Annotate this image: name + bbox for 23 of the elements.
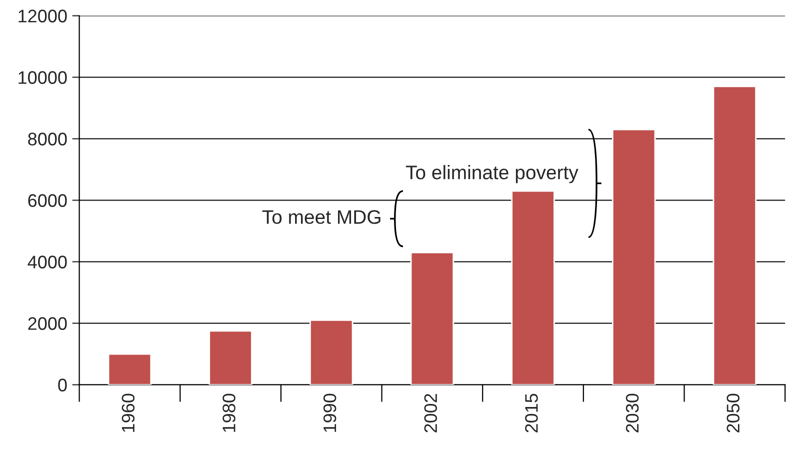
y-tick-label: 8000 xyxy=(28,132,67,146)
bar xyxy=(208,330,252,385)
x-tick-label: 2050 xyxy=(726,394,740,432)
bar xyxy=(108,353,152,385)
y-tick-label: 0 xyxy=(58,378,67,392)
bar xyxy=(309,319,354,385)
bar xyxy=(712,86,757,385)
annotation: To meet MDG xyxy=(262,210,380,224)
y-tick-label: 10000 xyxy=(18,71,67,84)
bar xyxy=(612,128,656,385)
x-tick-label: 1960 xyxy=(122,394,135,432)
y-tick-label: 2000 xyxy=(28,317,67,330)
x-tick-label: 1980 xyxy=(222,394,236,432)
y-tick-label: 6000 xyxy=(28,194,67,207)
y-tick-label: 4000 xyxy=(28,256,67,268)
annotation: To eliminate poverty xyxy=(406,165,578,184)
y-tick-label: 12000 xyxy=(18,10,67,22)
x-tick-label: 2030 xyxy=(626,394,639,432)
x-tick-label: 1990 xyxy=(323,394,336,432)
x-tick-label: 2002 xyxy=(424,394,438,432)
x-tick-label: 2015 xyxy=(525,394,538,432)
bar xyxy=(511,190,555,385)
bar xyxy=(410,252,454,385)
